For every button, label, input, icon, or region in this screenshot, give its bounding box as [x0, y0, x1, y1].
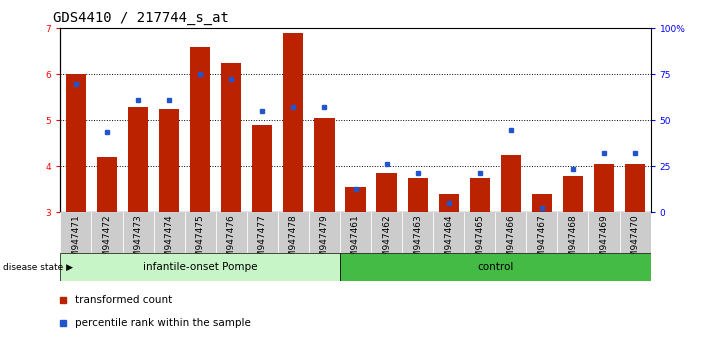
Bar — [464, 212, 496, 253]
Bar — [340, 253, 651, 281]
Text: control: control — [477, 262, 513, 272]
Text: infantile-onset Pompe: infantile-onset Pompe — [143, 262, 257, 272]
Bar — [346, 187, 365, 212]
Text: GSM947473: GSM947473 — [134, 215, 143, 269]
Bar — [122, 212, 154, 253]
Bar — [314, 118, 335, 212]
Bar — [97, 157, 117, 212]
Text: GSM947465: GSM947465 — [475, 215, 484, 269]
Text: transformed count: transformed count — [75, 295, 173, 305]
Text: GSM947461: GSM947461 — [351, 215, 360, 269]
Text: GSM947467: GSM947467 — [538, 215, 546, 269]
Text: GSM947478: GSM947478 — [289, 215, 298, 269]
Text: GSM947469: GSM947469 — [599, 215, 609, 269]
Bar — [563, 176, 583, 212]
Bar — [340, 212, 371, 253]
Bar — [371, 212, 402, 253]
Text: GSM947472: GSM947472 — [102, 215, 112, 269]
Bar — [128, 107, 148, 212]
Text: GSM947470: GSM947470 — [631, 215, 639, 269]
Bar — [619, 212, 651, 253]
Text: GSM947464: GSM947464 — [444, 215, 453, 269]
Text: GSM947471: GSM947471 — [72, 215, 80, 269]
Text: percentile rank within the sample: percentile rank within the sample — [75, 318, 251, 328]
Bar — [501, 155, 521, 212]
Bar — [402, 212, 433, 253]
Bar — [190, 47, 210, 212]
Bar — [625, 164, 645, 212]
Bar — [60, 253, 340, 281]
Text: GSM947468: GSM947468 — [568, 215, 577, 269]
Bar — [470, 178, 490, 212]
Text: GSM947474: GSM947474 — [165, 215, 173, 269]
Text: GSM947476: GSM947476 — [227, 215, 236, 269]
Bar — [66, 74, 86, 212]
Text: GSM947479: GSM947479 — [320, 215, 329, 269]
Bar — [594, 164, 614, 212]
Bar — [221, 63, 241, 212]
Bar — [278, 212, 309, 253]
Bar — [526, 212, 557, 253]
Bar — [532, 194, 552, 212]
Bar — [589, 212, 619, 253]
Bar — [215, 212, 247, 253]
Text: GSM947475: GSM947475 — [196, 215, 205, 269]
Text: GSM947477: GSM947477 — [258, 215, 267, 269]
Bar — [407, 178, 428, 212]
Bar — [376, 173, 397, 212]
Bar — [557, 212, 589, 253]
Bar — [496, 212, 526, 253]
Bar — [92, 212, 122, 253]
Bar — [309, 212, 340, 253]
Bar — [283, 33, 304, 212]
Bar — [154, 212, 185, 253]
Text: GSM947463: GSM947463 — [413, 215, 422, 269]
Text: GSM947462: GSM947462 — [382, 215, 391, 269]
Bar — [247, 212, 278, 253]
Text: GDS4410 / 217744_s_at: GDS4410 / 217744_s_at — [53, 11, 229, 25]
Bar — [252, 125, 272, 212]
Bar — [433, 212, 464, 253]
Bar — [439, 194, 459, 212]
Text: disease state ▶: disease state ▶ — [3, 263, 73, 272]
Bar — [60, 212, 92, 253]
Text: GSM947466: GSM947466 — [506, 215, 515, 269]
Bar — [185, 212, 215, 253]
Bar — [159, 109, 179, 212]
